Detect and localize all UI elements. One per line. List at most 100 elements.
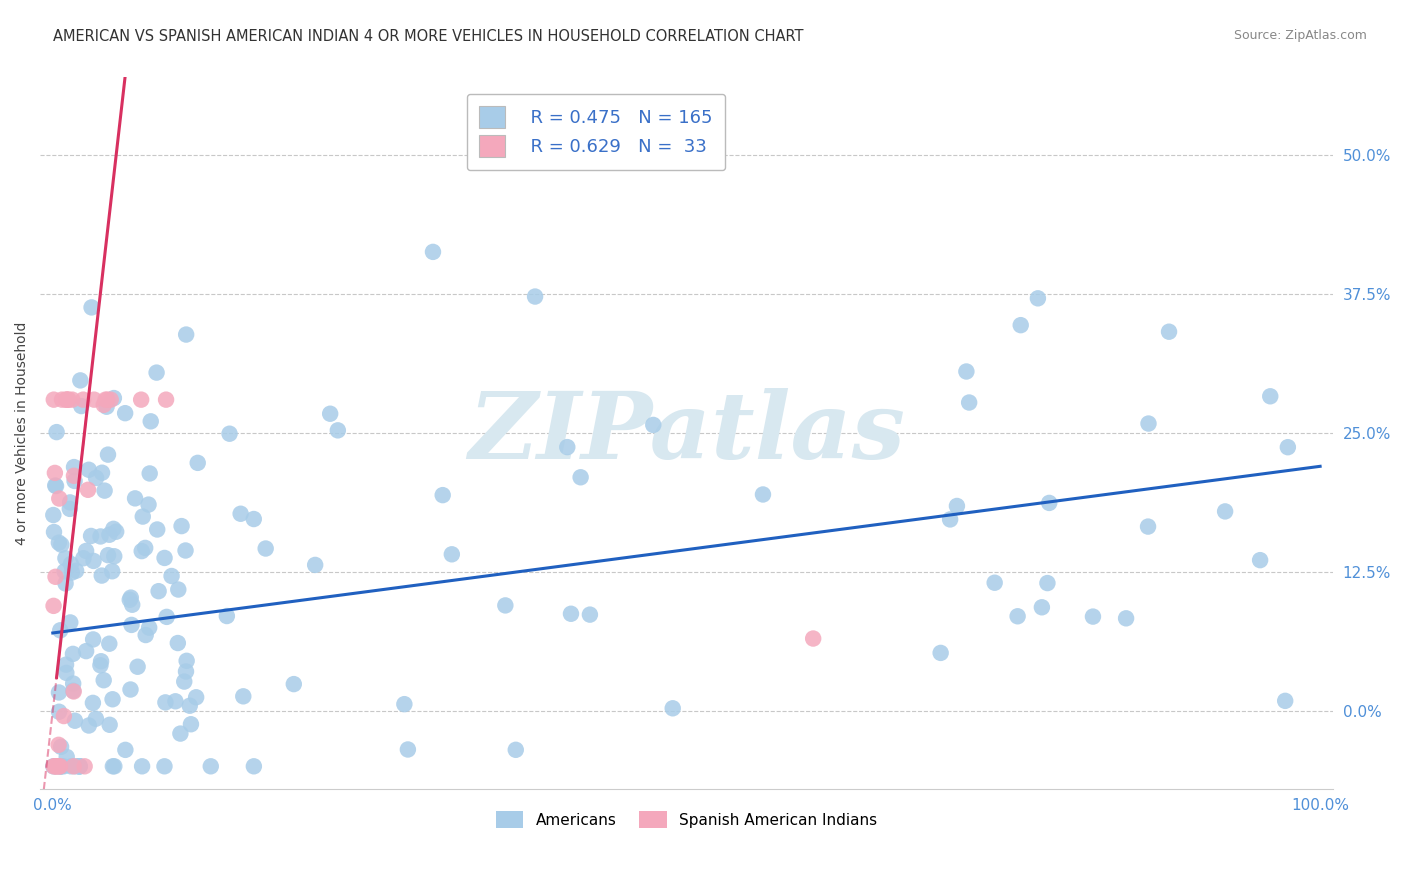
Point — [52, 709, 75, 723]
Point — [80, 301, 103, 315]
Point — [186, 690, 208, 705]
Point — [1137, 417, 1160, 431]
Point — [90, 568, 112, 582]
Point — [42, 759, 65, 773]
Point — [139, 414, 162, 428]
Point — [48, 738, 70, 752]
Point — [319, 407, 342, 421]
Point — [45, 425, 67, 439]
Point — [394, 697, 416, 711]
Text: AMERICAN VS SPANISH AMERICAN INDIAN 4 OR MORE VEHICLES IN HOUSEHOLD CORRELATION : AMERICAN VS SPANISH AMERICAN INDIAN 4 OR… — [53, 29, 804, 44]
Point — [60, 566, 83, 580]
Point — [63, 468, 86, 483]
Point — [103, 759, 125, 773]
Point — [93, 398, 115, 412]
Point — [180, 717, 202, 731]
Point — [69, 759, 91, 773]
Point — [67, 759, 90, 773]
Point — [179, 698, 201, 713]
Point — [946, 499, 969, 513]
Point — [232, 690, 254, 704]
Point — [98, 637, 121, 651]
Point — [160, 569, 183, 583]
Point — [555, 440, 578, 454]
Point — [45, 759, 67, 773]
Point — [396, 742, 419, 756]
Point — [89, 529, 111, 543]
Point — [63, 474, 86, 488]
Point — [60, 392, 83, 407]
Point — [1249, 553, 1271, 567]
Point — [56, 392, 79, 407]
Point — [127, 659, 149, 673]
Point — [218, 426, 240, 441]
Point — [243, 512, 266, 526]
Point — [63, 460, 86, 475]
Point — [955, 364, 977, 378]
Point — [93, 483, 115, 498]
Point — [801, 632, 824, 646]
Point — [42, 759, 65, 773]
Point — [929, 646, 952, 660]
Point — [49, 759, 72, 773]
Point — [1277, 440, 1299, 454]
Point — [1036, 576, 1059, 591]
Point — [103, 391, 125, 405]
Point — [569, 470, 592, 484]
Point — [96, 392, 118, 407]
Point — [51, 392, 73, 407]
Point — [1115, 611, 1137, 625]
Point — [200, 759, 222, 773]
Point — [53, 565, 76, 579]
Point — [48, 685, 70, 699]
Point — [156, 610, 179, 624]
Point — [1031, 600, 1053, 615]
Point — [77, 718, 100, 732]
Point — [174, 665, 197, 679]
Point — [155, 392, 177, 407]
Point — [65, 759, 87, 773]
Point — [1274, 694, 1296, 708]
Point — [1157, 325, 1180, 339]
Point — [105, 524, 128, 539]
Point — [80, 529, 103, 543]
Point — [422, 244, 444, 259]
Point — [114, 406, 136, 420]
Point — [59, 615, 82, 630]
Point — [98, 527, 121, 541]
Point — [59, 495, 82, 509]
Point — [48, 705, 70, 719]
Point — [145, 366, 167, 380]
Text: ZIPatlas: ZIPatlas — [468, 388, 905, 478]
Point — [70, 399, 93, 413]
Point — [46, 759, 69, 773]
Point — [72, 392, 94, 407]
Point — [120, 591, 142, 605]
Point — [1258, 389, 1281, 403]
Point — [118, 592, 141, 607]
Point — [84, 471, 107, 485]
Point — [45, 759, 67, 773]
Point — [77, 463, 100, 477]
Point — [49, 739, 72, 754]
Point — [49, 624, 72, 638]
Point — [440, 547, 463, 561]
Point — [51, 538, 73, 552]
Point — [77, 483, 100, 497]
Point — [67, 759, 90, 773]
Point — [72, 551, 94, 566]
Point — [55, 392, 77, 407]
Point — [1010, 318, 1032, 333]
Point — [83, 554, 105, 568]
Point — [505, 743, 527, 757]
Point — [129, 392, 152, 407]
Point — [82, 632, 104, 647]
Point — [48, 491, 70, 506]
Point — [229, 507, 252, 521]
Point — [42, 524, 65, 539]
Point — [215, 609, 238, 624]
Point — [579, 607, 602, 622]
Legend: Americans, Spanish American Indians: Americans, Spanish American Indians — [489, 805, 883, 834]
Point — [62, 759, 84, 773]
Point — [101, 564, 124, 578]
